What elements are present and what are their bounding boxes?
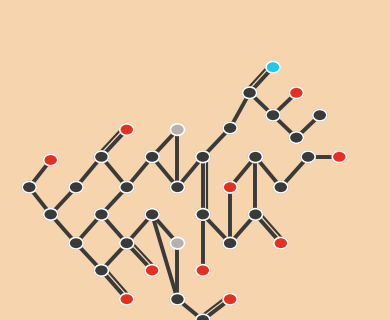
Circle shape	[170, 181, 184, 193]
Circle shape	[94, 209, 108, 220]
Circle shape	[145, 151, 159, 163]
Circle shape	[289, 132, 303, 143]
Circle shape	[274, 237, 288, 249]
Circle shape	[223, 237, 237, 249]
Circle shape	[223, 122, 237, 134]
Circle shape	[196, 265, 210, 276]
Circle shape	[274, 181, 288, 193]
Circle shape	[266, 109, 280, 121]
Circle shape	[120, 293, 134, 305]
Circle shape	[120, 237, 134, 249]
Circle shape	[332, 151, 346, 163]
Circle shape	[94, 265, 108, 276]
Circle shape	[266, 61, 280, 73]
Circle shape	[243, 87, 257, 99]
Circle shape	[145, 265, 159, 276]
Circle shape	[69, 237, 83, 249]
Circle shape	[44, 154, 58, 166]
Circle shape	[170, 237, 184, 249]
Circle shape	[22, 181, 36, 193]
Circle shape	[289, 87, 303, 99]
Circle shape	[145, 209, 159, 220]
Circle shape	[223, 181, 237, 193]
Circle shape	[196, 151, 210, 163]
Circle shape	[44, 209, 58, 220]
Circle shape	[120, 181, 134, 193]
Circle shape	[248, 209, 262, 220]
Circle shape	[170, 293, 184, 305]
Circle shape	[301, 151, 315, 163]
Circle shape	[94, 151, 108, 163]
Circle shape	[196, 209, 210, 220]
Circle shape	[170, 124, 184, 135]
Circle shape	[196, 314, 210, 320]
Circle shape	[69, 181, 83, 193]
Circle shape	[248, 151, 262, 163]
Circle shape	[120, 124, 134, 135]
Circle shape	[313, 109, 327, 121]
Circle shape	[223, 293, 237, 305]
